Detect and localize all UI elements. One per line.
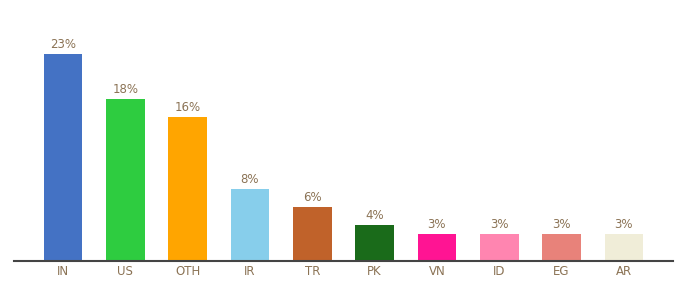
Text: 8%: 8% (241, 173, 259, 186)
Text: 16%: 16% (175, 101, 201, 114)
Bar (480, 234, 519, 261)
Bar (106, 99, 145, 261)
Text: 23%: 23% (50, 38, 76, 51)
Bar (355, 225, 394, 261)
Bar (418, 234, 456, 261)
Text: 3%: 3% (552, 218, 571, 231)
Text: 4%: 4% (365, 209, 384, 222)
Text: 3%: 3% (490, 218, 509, 231)
Text: 3%: 3% (615, 218, 633, 231)
Bar (168, 117, 207, 261)
Bar (293, 207, 332, 261)
Bar (605, 234, 643, 261)
Bar (44, 54, 82, 261)
Text: 18%: 18% (112, 83, 138, 96)
Bar (231, 189, 269, 261)
Bar (542, 234, 581, 261)
Text: 3%: 3% (428, 218, 446, 231)
Text: 6%: 6% (303, 191, 322, 204)
